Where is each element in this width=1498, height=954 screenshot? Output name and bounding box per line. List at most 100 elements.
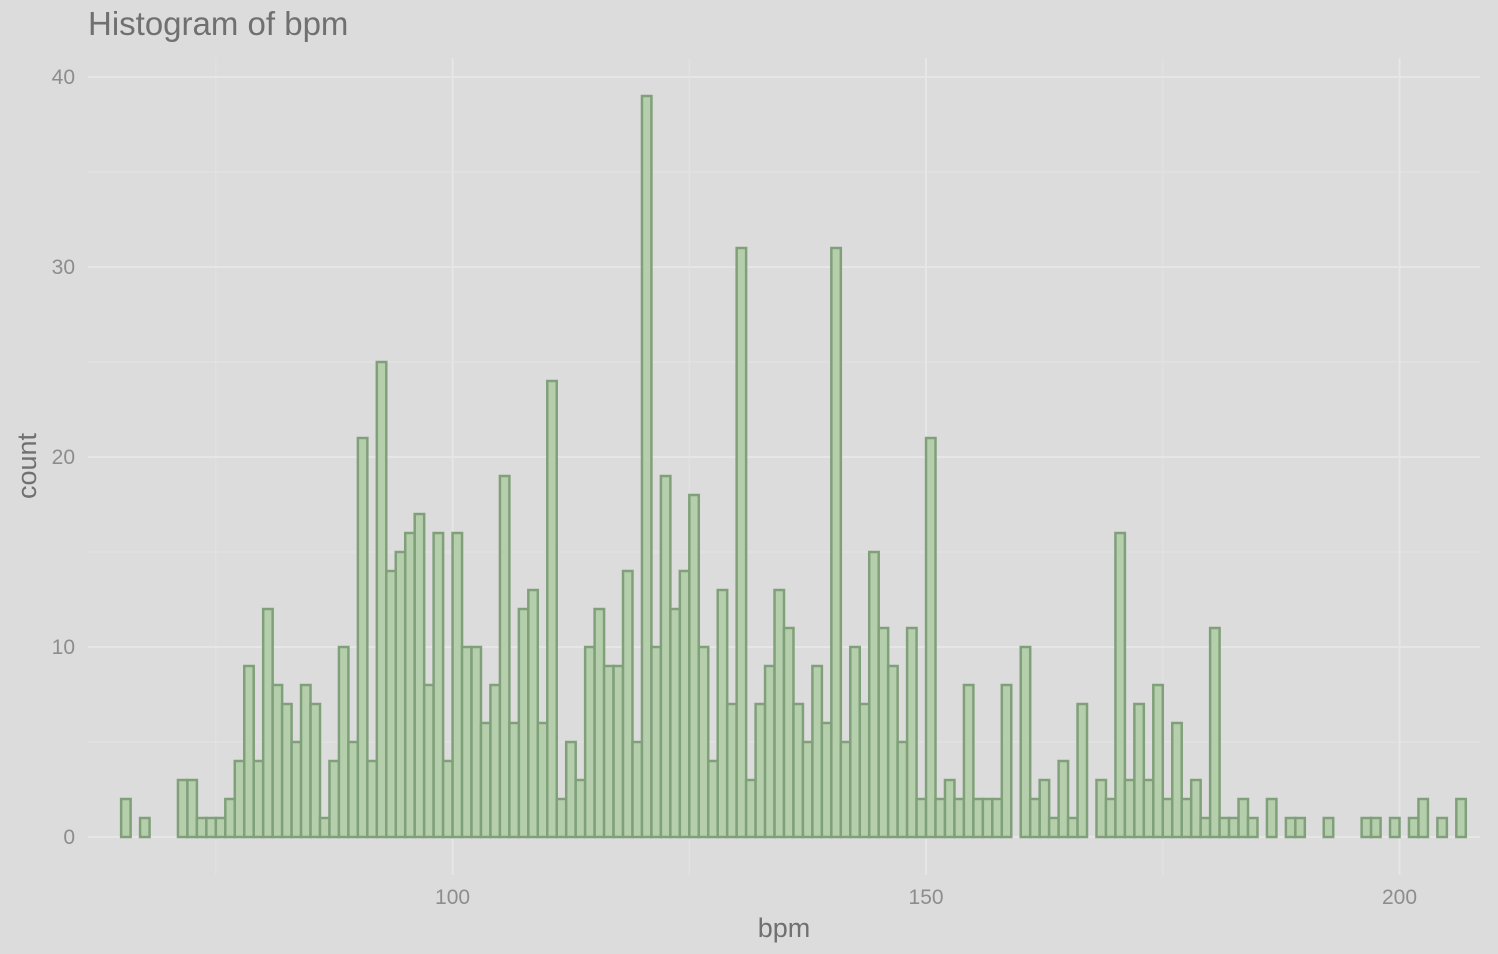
histogram-bar <box>1057 759 1070 839</box>
histogram-bar <box>347 740 360 839</box>
histogram-bar <box>782 626 795 839</box>
histogram-bar <box>1028 797 1041 839</box>
histogram-bar <box>271 683 284 839</box>
histogram-bar <box>536 721 549 839</box>
histogram-bar <box>849 645 862 839</box>
histogram-bar <box>669 607 682 839</box>
histogram-bar <box>328 759 341 839</box>
histogram-bar <box>839 740 852 839</box>
y-tick-label: 30 <box>52 256 75 279</box>
histogram-bar <box>318 816 331 839</box>
histogram-bar <box>470 645 483 839</box>
histogram-bar <box>735 246 748 839</box>
y-axis-title: count <box>12 432 42 499</box>
histogram-bar <box>659 474 672 839</box>
histogram-bar <box>905 626 918 839</box>
x-axis-ticks: 100 150 200 <box>435 886 1417 909</box>
histogram-bar <box>583 645 596 839</box>
histogram-bar <box>1417 797 1430 839</box>
histogram-bar <box>877 626 890 839</box>
histogram-bar <box>1152 683 1165 839</box>
histogram-bar <box>792 702 805 839</box>
histogram-bar <box>1066 816 1079 839</box>
histogram-bar <box>508 721 521 839</box>
y-axis-ticks: 0 10 20 30 40 <box>52 66 75 849</box>
histogram-bar <box>1369 816 1382 839</box>
histogram-bar <box>252 759 265 839</box>
y-tick-label: 10 <box>52 636 75 659</box>
histogram-bar <box>1133 702 1146 839</box>
histogram-bar <box>867 550 880 839</box>
histogram-bar <box>1218 816 1231 839</box>
histogram-bar <box>432 531 445 839</box>
histogram-bar <box>1142 778 1155 839</box>
histogram-bar <box>1436 816 1449 839</box>
histogram-bar <box>1237 797 1250 839</box>
histogram-bar <box>934 797 947 839</box>
chart-title: Histogram of bpm <box>88 5 348 42</box>
histogram-bar <box>1208 626 1221 839</box>
histogram-bar <box>1161 797 1174 839</box>
histogram-bar <box>1000 683 1013 839</box>
histogram-bar <box>1294 816 1307 839</box>
histogram-bar <box>119 797 132 839</box>
histogram-bar <box>953 797 966 839</box>
y-tick-label: 20 <box>52 446 75 469</box>
histogram-bar <box>242 664 255 839</box>
histogram-bar <box>631 740 644 839</box>
histogram-bar <box>498 474 511 839</box>
histogram-bar <box>706 759 719 839</box>
histogram-bar <box>886 664 899 839</box>
histogram-bar <box>1227 816 1240 839</box>
histogram-bar <box>858 702 871 839</box>
histogram-bar <box>489 683 502 839</box>
histogram-bar <box>754 702 767 839</box>
histogram-bar <box>1199 816 1212 839</box>
histogram-bar <box>763 664 776 839</box>
histogram-bar <box>1123 778 1136 839</box>
histogram-bar <box>176 778 189 839</box>
histogram-bar <box>479 721 492 839</box>
histogram-bar <box>924 436 937 839</box>
histogram-bar <box>527 588 540 839</box>
histogram-bar <box>366 759 379 839</box>
histogram-bar <box>943 778 956 839</box>
histogram-bar <box>1114 531 1127 839</box>
histogram-bar <box>337 645 350 839</box>
histogram-bars <box>119 94 1468 839</box>
histogram-bar <box>744 778 757 839</box>
x-axis-title: bpm <box>758 913 811 943</box>
histogram-bar <box>1388 816 1401 839</box>
x-tick-label: 200 <box>1382 886 1417 909</box>
histogram-bar <box>186 778 199 839</box>
histogram-bar <box>205 816 218 839</box>
histogram-bar <box>1407 816 1420 839</box>
histogram-bar <box>1076 702 1089 839</box>
histogram-bar <box>1170 721 1183 839</box>
histogram-bar <box>564 740 577 839</box>
histogram-bar <box>299 683 312 839</box>
histogram-bar <box>1019 645 1032 839</box>
histogram-bar <box>981 797 994 839</box>
histogram-bar <box>1455 797 1468 839</box>
histogram-bar <box>574 778 587 839</box>
histogram-bar <box>261 607 274 839</box>
histogram-bar <box>385 569 398 839</box>
histogram-bar <box>801 740 814 839</box>
histogram-bar <box>915 797 928 839</box>
histogram-bar <box>1047 816 1060 839</box>
histogram-bar <box>280 702 293 839</box>
histogram-bar <box>688 493 701 839</box>
histogram-bar <box>1284 816 1297 839</box>
histogram-bar <box>375 360 388 839</box>
y-tick-label: 40 <box>52 66 75 89</box>
histogram-bar <box>716 588 729 839</box>
histogram-bar <box>830 246 843 839</box>
histogram-bar <box>820 721 833 839</box>
histogram-bar <box>650 645 663 839</box>
x-tick-label: 100 <box>435 886 470 909</box>
histogram-bar <box>991 797 1004 839</box>
histogram-bar <box>621 569 634 839</box>
histogram-bar <box>773 588 786 839</box>
